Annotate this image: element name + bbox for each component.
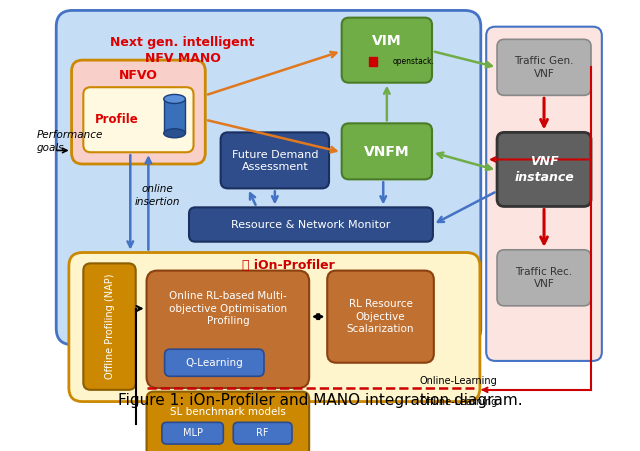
Text: MLP: MLP — [182, 428, 203, 438]
FancyBboxPatch shape — [72, 60, 205, 164]
FancyBboxPatch shape — [497, 133, 591, 207]
FancyBboxPatch shape — [342, 123, 432, 179]
Text: RF: RF — [257, 428, 269, 438]
Text: Next gen. intelligent
NFV MANO: Next gen. intelligent NFV MANO — [111, 36, 255, 64]
FancyBboxPatch shape — [369, 57, 377, 65]
FancyBboxPatch shape — [189, 207, 433, 242]
Text: Figure 1: iOn-Profiler and MANO integration diagram.: Figure 1: iOn-Profiler and MANO integrat… — [118, 393, 522, 409]
FancyBboxPatch shape — [486, 27, 602, 361]
Text: Performance
goals: Performance goals — [36, 130, 103, 152]
Text: VNF
instance: VNF instance — [514, 155, 574, 184]
Text: Future Demand
Assessment: Future Demand Assessment — [232, 150, 318, 172]
Text: ✨ iOn-Profiler: ✨ iOn-Profiler — [242, 259, 335, 272]
Text: VIM: VIM — [372, 34, 402, 48]
FancyBboxPatch shape — [162, 422, 223, 444]
FancyBboxPatch shape — [497, 39, 591, 95]
Text: Offline-Learning: Offline-Learning — [419, 397, 498, 407]
FancyBboxPatch shape — [497, 250, 591, 306]
FancyBboxPatch shape — [147, 391, 309, 451]
Text: Offline Profiling (NAP): Offline Profiling (NAP) — [104, 274, 115, 379]
FancyBboxPatch shape — [327, 271, 434, 363]
Bar — [164, 99, 186, 133]
Text: online
insertion: online insertion — [134, 184, 180, 207]
FancyBboxPatch shape — [83, 87, 193, 152]
FancyBboxPatch shape — [342, 18, 432, 83]
Text: Online-Learning: Online-Learning — [419, 376, 497, 386]
Ellipse shape — [164, 129, 186, 138]
FancyBboxPatch shape — [147, 271, 309, 388]
Text: Traffic Rec.
VNF: Traffic Rec. VNF — [515, 267, 573, 289]
FancyBboxPatch shape — [69, 253, 480, 401]
FancyBboxPatch shape — [221, 133, 329, 189]
Ellipse shape — [164, 94, 186, 103]
FancyBboxPatch shape — [56, 10, 481, 345]
Text: Profile: Profile — [95, 113, 139, 126]
FancyBboxPatch shape — [83, 263, 136, 390]
FancyBboxPatch shape — [233, 422, 292, 444]
Text: SL benchmark models: SL benchmark models — [170, 406, 286, 417]
Text: Traffic Gen.
VNF: Traffic Gen. VNF — [515, 56, 574, 78]
Text: Q-Learning: Q-Learning — [186, 358, 243, 368]
Text: RL Resource
Objective
Scalarization: RL Resource Objective Scalarization — [347, 299, 414, 335]
FancyBboxPatch shape — [164, 349, 264, 376]
Text: VNFM: VNFM — [364, 145, 410, 159]
Text: Online RL-based Multi-
objective Optimisation
Profiling: Online RL-based Multi- objective Optimis… — [169, 291, 287, 327]
Text: openstack.: openstack. — [392, 57, 434, 66]
Text: NFVO: NFVO — [119, 69, 158, 82]
Text: Resource & Network Monitor: Resource & Network Monitor — [231, 220, 390, 230]
